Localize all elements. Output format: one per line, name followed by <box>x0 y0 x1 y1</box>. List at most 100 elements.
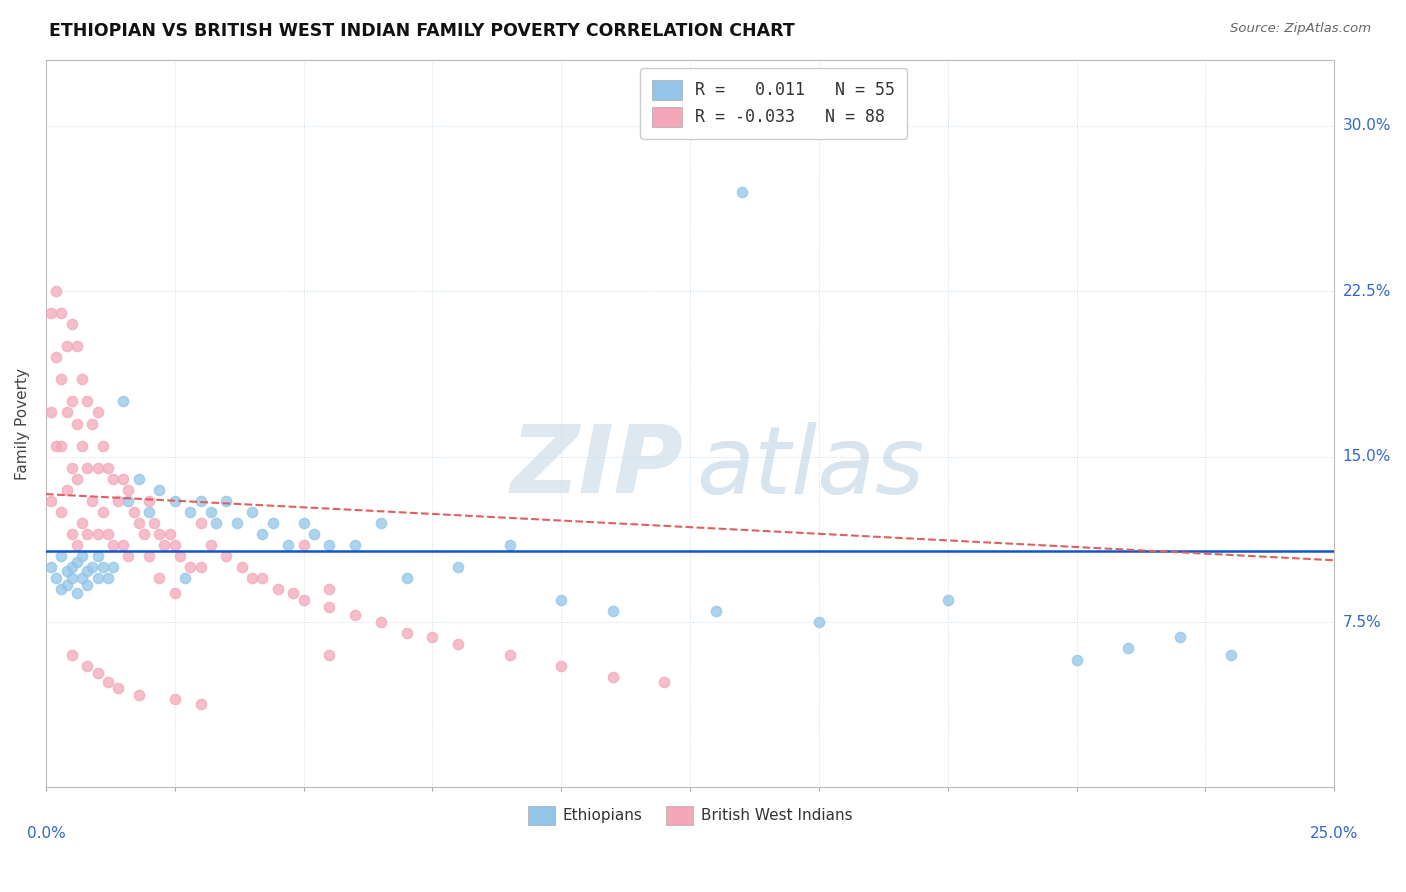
Point <box>117 549 139 563</box>
Point <box>39 306 62 320</box>
Point <box>51 306 73 320</box>
Point <box>82 493 104 508</box>
Point <box>60 460 83 475</box>
Point <box>370 516 392 530</box>
Point <box>163 586 186 600</box>
Point <box>302 526 325 541</box>
Point <box>277 538 299 552</box>
Y-axis label: Family Poverty: Family Poverty <box>15 368 30 480</box>
Point <box>66 586 89 600</box>
Point <box>159 526 181 541</box>
Point <box>51 549 73 563</box>
Point <box>45 351 67 365</box>
Point <box>267 582 290 596</box>
Point <box>66 556 89 570</box>
Point <box>225 516 247 530</box>
Text: 0.0%: 0.0% <box>27 826 65 841</box>
Point <box>66 472 89 486</box>
Point <box>499 648 522 662</box>
Point <box>550 659 572 673</box>
Point <box>190 516 212 530</box>
Point <box>318 582 340 596</box>
Point <box>76 526 98 541</box>
Point <box>112 538 135 552</box>
Point <box>138 549 160 563</box>
Point <box>45 284 67 298</box>
Point <box>163 493 186 508</box>
Point <box>128 688 150 702</box>
Point <box>39 493 62 508</box>
Point <box>190 493 212 508</box>
Point <box>70 549 93 563</box>
Point <box>107 681 129 696</box>
Point <box>55 577 77 591</box>
Point <box>240 505 263 519</box>
Point <box>66 339 89 353</box>
Point <box>39 405 62 419</box>
Point <box>240 571 263 585</box>
Point <box>86 549 108 563</box>
Point <box>117 483 139 497</box>
Point <box>60 394 83 409</box>
Point <box>138 493 160 508</box>
Point <box>936 593 959 607</box>
Point <box>447 637 470 651</box>
Point <box>70 439 93 453</box>
Point <box>128 472 150 486</box>
Point <box>395 626 418 640</box>
Point <box>652 674 675 689</box>
Point <box>169 549 191 563</box>
Point <box>190 560 212 574</box>
Point <box>807 615 830 629</box>
Point <box>86 526 108 541</box>
Text: ETHIOPIAN VS BRITISH WEST INDIAN FAMILY POVERTY CORRELATION CHART: ETHIOPIAN VS BRITISH WEST INDIAN FAMILY … <box>49 22 794 40</box>
Point <box>51 439 73 453</box>
Point <box>97 674 120 689</box>
Point <box>60 571 83 585</box>
Point <box>200 538 222 552</box>
Point <box>422 631 444 645</box>
Point <box>86 571 108 585</box>
Point <box>112 394 135 409</box>
Point <box>60 526 83 541</box>
Point <box>292 538 315 552</box>
Point <box>66 417 89 431</box>
Point <box>70 372 93 386</box>
Point <box>602 604 624 618</box>
Point <box>1116 641 1139 656</box>
Point <box>318 538 340 552</box>
Text: Source: ZipAtlas.com: Source: ZipAtlas.com <box>1230 22 1371 36</box>
Point <box>51 582 73 596</box>
Point <box>174 571 197 585</box>
Point <box>190 697 212 711</box>
Point <box>60 560 83 574</box>
Point <box>1066 652 1088 666</box>
Point <box>138 505 160 519</box>
Point <box>39 560 62 574</box>
Point <box>252 571 274 585</box>
Point <box>344 538 367 552</box>
Point <box>215 549 238 563</box>
Point <box>200 505 222 519</box>
Point <box>179 505 201 519</box>
Point <box>60 318 83 332</box>
Point <box>66 538 89 552</box>
Text: ZIP: ZIP <box>510 421 683 513</box>
Point <box>82 417 104 431</box>
Point <box>395 571 418 585</box>
Point <box>1220 648 1243 662</box>
Point <box>101 560 124 574</box>
Point <box>55 405 77 419</box>
Point <box>55 564 77 578</box>
Text: 30.0%: 30.0% <box>1343 119 1391 133</box>
Point <box>163 692 186 706</box>
Point <box>292 593 315 607</box>
Point <box>148 526 170 541</box>
Point <box>97 571 120 585</box>
Point <box>128 516 150 530</box>
Point <box>91 505 114 519</box>
Point <box>86 665 108 680</box>
Text: 25.0%: 25.0% <box>1310 826 1358 841</box>
Point <box>122 505 145 519</box>
Point <box>499 538 522 552</box>
